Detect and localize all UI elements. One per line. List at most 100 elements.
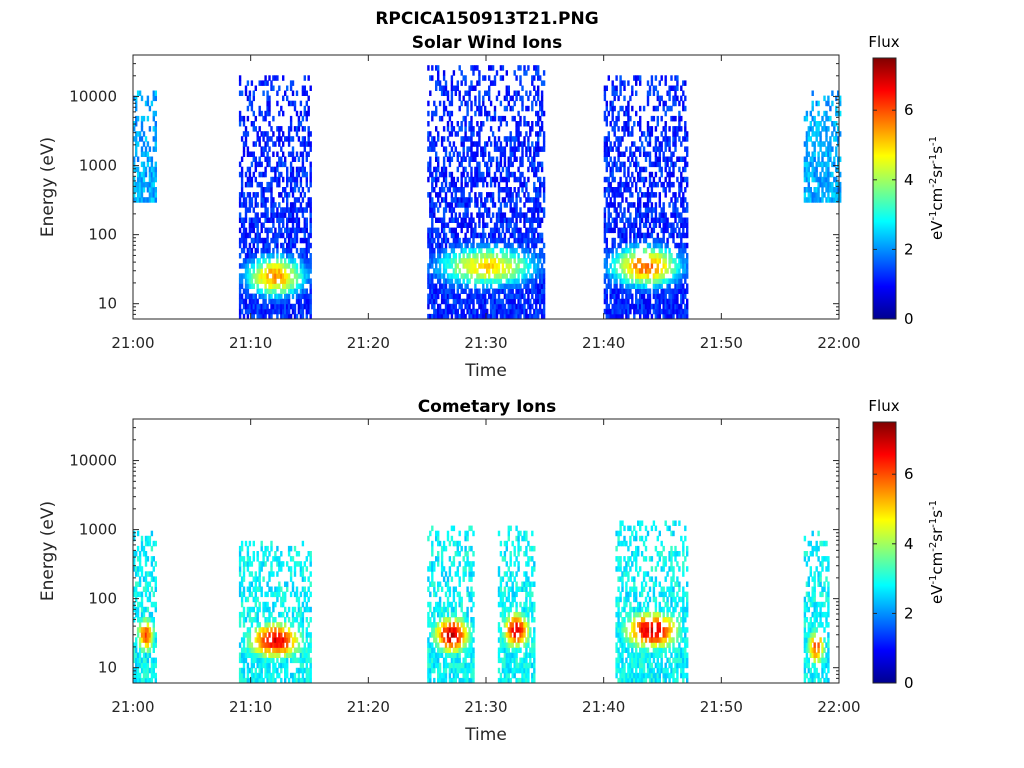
spectrogram-cell xyxy=(266,606,269,613)
spectrogram-cell xyxy=(144,571,148,577)
spectrogram-cell xyxy=(817,151,820,157)
spectrogram-cell xyxy=(282,657,285,664)
spectrogram-cell xyxy=(635,90,638,96)
spectrogram-cell xyxy=(238,227,242,234)
spectrogram-cell xyxy=(278,136,281,142)
spectrogram-cell xyxy=(154,136,157,142)
spectrogram-cell xyxy=(280,156,283,162)
spectrogram-cell xyxy=(654,217,658,223)
spectrogram-cell xyxy=(136,530,140,537)
spectrogram-cell xyxy=(521,308,524,315)
spectrogram-cell xyxy=(537,288,540,294)
spectrogram-cell xyxy=(658,273,661,279)
spectrogram-cell xyxy=(484,258,487,264)
spectrogram-cell xyxy=(617,313,620,320)
spectrogram-cell xyxy=(495,288,499,294)
spectrogram-cell xyxy=(648,151,652,157)
spectrogram-cell xyxy=(258,258,261,264)
spectrogram-cell xyxy=(146,617,150,623)
spectrogram-cell xyxy=(540,207,544,213)
spectrogram-cell xyxy=(488,65,491,71)
spectrogram-cell xyxy=(472,313,475,320)
spectrogram-cell xyxy=(299,303,303,310)
spectrogram-cell xyxy=(807,126,810,132)
spectrogram-cell xyxy=(270,207,273,213)
spectrogram-cell xyxy=(468,222,471,228)
spectrogram-cell xyxy=(807,197,810,203)
spectrogram-cell xyxy=(462,298,465,305)
spectrogram-cell xyxy=(429,313,432,320)
spectrogram-cell xyxy=(505,166,508,173)
spectrogram-cell xyxy=(803,197,807,203)
spectrogram-cell xyxy=(448,288,452,294)
spectrogram-cell xyxy=(519,242,522,249)
spectrogram-cell xyxy=(254,293,257,300)
spectrogram-cell xyxy=(429,166,432,173)
spectrogram-cell xyxy=(286,647,289,653)
spectrogram-cell xyxy=(270,212,273,218)
spectrogram-cell xyxy=(260,131,263,137)
spectrogram-cell xyxy=(435,283,438,289)
spectrogram-cell xyxy=(654,283,658,289)
spectrogram-cell xyxy=(462,197,465,203)
spectrogram-cell xyxy=(272,202,275,208)
spectrogram-cell xyxy=(135,586,138,592)
spectrogram-cell xyxy=(282,217,285,223)
spectrogram-cell xyxy=(264,288,267,294)
spectrogram-cell xyxy=(429,258,432,264)
spectrogram-cell xyxy=(282,308,285,315)
spectrogram-cell xyxy=(135,652,138,658)
spectrogram-cell xyxy=(605,268,608,274)
spectrogram-cell xyxy=(293,657,297,664)
spectrogram-cell xyxy=(666,268,669,274)
spectrogram-cell xyxy=(684,136,687,142)
spectrogram-cell xyxy=(291,146,295,152)
spectrogram-cell xyxy=(670,268,673,274)
spectrogram-cell xyxy=(240,192,244,198)
spectrogram-cell xyxy=(452,242,456,249)
spectrogram-cell xyxy=(489,176,493,183)
spectrogram-cell xyxy=(666,303,669,310)
spectrogram-cell xyxy=(468,176,471,183)
spectrogram-cell xyxy=(268,217,271,223)
spectrogram-cell xyxy=(133,181,136,188)
spectrogram-cell xyxy=(274,303,277,310)
spectrogram-cell xyxy=(517,253,520,259)
spectrogram-cell xyxy=(287,617,291,623)
spectrogram-cell xyxy=(497,283,501,289)
spectrogram-cell xyxy=(674,242,677,249)
spectrogram-cell xyxy=(537,95,540,102)
spectrogram-cell xyxy=(133,187,136,193)
spectrogram-cell xyxy=(136,176,140,183)
spectrogram-cell xyxy=(839,156,842,162)
spectrogram-cell xyxy=(652,288,656,294)
spectrogram-cell xyxy=(509,202,512,208)
spectrogram-cell xyxy=(276,263,279,269)
spectrogram-cell xyxy=(611,258,614,264)
spectrogram-cell xyxy=(460,187,463,193)
spectrogram-cell xyxy=(629,303,632,310)
spectrogram-cell xyxy=(456,166,459,173)
spectrogram-cell xyxy=(246,192,250,198)
spectrogram-cell xyxy=(542,192,546,198)
spectrogram-cell xyxy=(246,176,250,183)
spectrogram-cell xyxy=(297,126,301,132)
spectrogram-cell xyxy=(148,126,152,132)
spectrogram-cell xyxy=(254,591,257,598)
spectrogram-cell xyxy=(474,166,477,173)
spectrogram-cell xyxy=(682,313,685,320)
spectrogram-cell xyxy=(684,308,687,315)
spectrogram-cell xyxy=(807,187,810,193)
spectrogram-cell xyxy=(819,171,822,178)
spectrogram-cell xyxy=(266,80,269,86)
spectrogram-cell xyxy=(676,298,679,305)
spectrogram-cell xyxy=(627,126,630,132)
spectrogram-cell xyxy=(672,141,675,147)
spectrogram-cell xyxy=(440,85,444,91)
spectrogram-cell xyxy=(476,258,479,264)
spectrogram-cell xyxy=(474,151,477,157)
spectrogram-cell xyxy=(527,156,530,162)
spectrogram-cell xyxy=(489,258,493,264)
spectrogram-cell xyxy=(527,283,530,289)
spectrogram-cell xyxy=(282,232,285,239)
